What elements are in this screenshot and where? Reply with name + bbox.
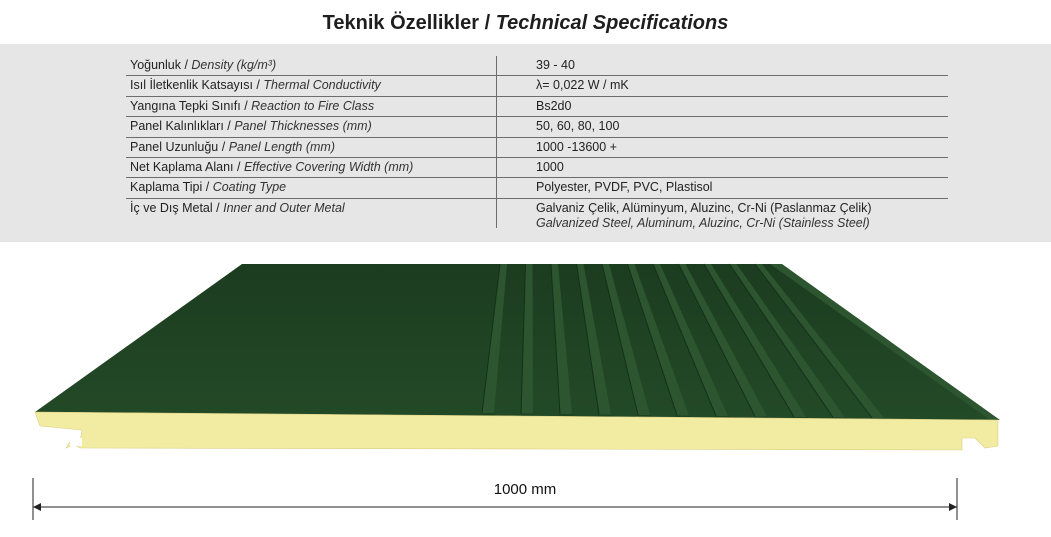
panel-rib [653, 264, 728, 416]
spec-value: Galvaniz Çelik, Alüminyum, Aluzinc, Cr-N… [536, 200, 872, 215]
panel-notch [70, 438, 82, 446]
spec-row-density: Yoğunluk / Density (kg/m³) 39 - 40 [126, 56, 948, 77]
spec-label: Panel Kalınlıkları / Panel Thicknesses (… [130, 119, 372, 134]
panel-edge-lip [770, 264, 1000, 420]
panel-rib-edge [678, 263, 756, 417]
spec-row-fire-class: Yangına Tepki Sınıfı / Reaction to Fire … [126, 97, 948, 118]
panel-rib-edge [754, 263, 873, 419]
spec-label: Net Kaplama Alanı / Effective Covering W… [130, 159, 414, 174]
specs-table: Yoğunluk / Density (kg/m³) 39 - 40 Isıl … [126, 56, 948, 233]
panel-ribs [480, 263, 1000, 424]
spec-label: Yangına Tepki Sınıfı / Reaction to Fire … [130, 98, 375, 113]
spec-label: İç ve Dış Metal / Inner and Outer Metal [130, 200, 345, 215]
spec-label: Isıl İletkenlik Katsayısı / Thermal Cond… [130, 78, 381, 93]
panel-rib [602, 264, 650, 415]
panel-core [34, 411, 999, 451]
title-en: Technical Specifications [495, 12, 729, 34]
page-title: Teknik Özellikler / Technical Specificat… [0, 8, 1051, 38]
spec-value: 50, 60, 80, 100 [536, 119, 620, 134]
dimension-arrow-left [33, 503, 41, 511]
spec-row-conductivity: Isıl İletkenlik Katsayısı / Thermal Cond… [126, 76, 948, 97]
spec-row-metal: İç ve Dış Metal / Inner and Outer Metal … [126, 199, 948, 233]
panel-rib-edge [703, 263, 795, 418]
spec-row-thickness: Panel Kalınlıkları / Panel Thicknesses (… [126, 117, 948, 138]
spec-value: λ= 0,022 W / mK [536, 78, 629, 93]
panel-rib-edge [627, 263, 678, 416]
panel-rib-edge [576, 263, 600, 415]
specs-band [0, 44, 1051, 242]
spec-label: Kaplama Tipi / Coating Type [130, 180, 287, 195]
panel-top-face [35, 264, 998, 420]
dimension-arrow-right [949, 503, 957, 511]
panel-rib [729, 264, 845, 418]
title-tr: Teknik Özellikler / [322, 12, 496, 34]
spec-label: Yoğunluk / Density (kg/m³) [130, 58, 277, 72]
panel-rib-edge [520, 263, 526, 414]
panel-rib [755, 264, 884, 418]
panel-rib-edge [652, 263, 717, 417]
panel-rib [521, 264, 533, 414]
panel-rib [576, 264, 611, 415]
spec-value: 1000 -13600 + [536, 139, 617, 154]
panel-rib [482, 264, 507, 413]
spec-row-covering-width: Net Kaplama Alanı / Effective Covering W… [126, 158, 948, 179]
spec-value-en: Galvanized Steel, Aluminum, Aluzinc, Cr-… [536, 215, 870, 230]
dimension-label: 1000 mm [493, 481, 557, 498]
panel-rib [551, 264, 572, 414]
panel-rib-edge [550, 263, 561, 415]
panel-rib [704, 264, 806, 417]
spec-value: Polyester, PVDF, PVC, Plastisol [536, 180, 713, 195]
panel-rib-edge [729, 263, 834, 418]
spec-value: Bs2d0 [536, 98, 572, 113]
spec-label: Panel Uzunluğu / Panel Length (mm) [130, 139, 335, 154]
spec-row-length: Panel Uzunluğu / Panel Length (mm) 1000 … [126, 138, 948, 158]
panel-rib [627, 264, 689, 416]
panel-rib [678, 264, 767, 417]
spec-value: 39 - 40 [536, 58, 575, 72]
panel-rib-edge [481, 263, 501, 414]
spec-value: 1000 [536, 159, 564, 174]
spec-row-coating: Kaplama Tipi / Coating Type Polyester, P… [126, 178, 948, 199]
panel-rib-edge [601, 263, 639, 416]
table-column-divider [496, 56, 497, 228]
